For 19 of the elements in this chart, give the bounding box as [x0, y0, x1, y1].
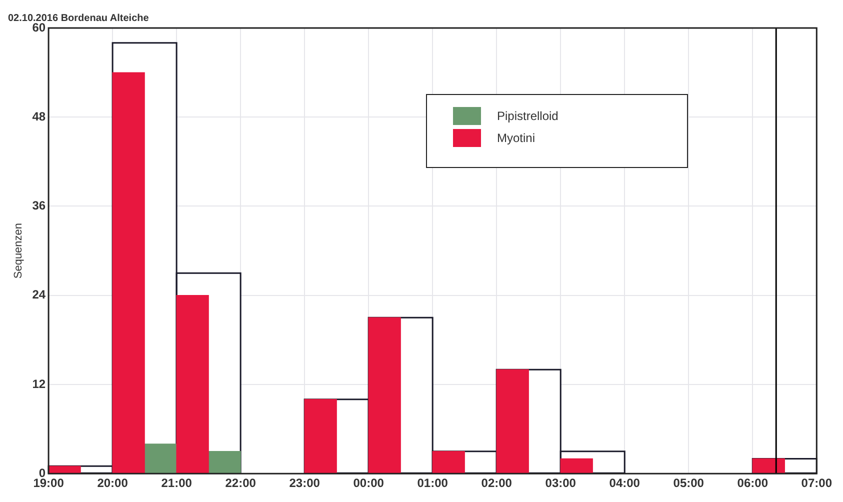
x-tick-label: 06:00	[737, 476, 768, 490]
y-tick-label: 12	[32, 376, 46, 391]
x-tick-label: 22:00	[225, 476, 256, 490]
x-tick-label: 00:00	[353, 476, 384, 490]
y-tick-label: 36	[32, 198, 46, 213]
x-tick-label: 01:00	[417, 476, 448, 490]
x-tick-label: 02:00	[481, 476, 512, 490]
x-tick-label: 04:00	[609, 476, 640, 490]
legend-label: Myotini	[497, 131, 536, 145]
x-tick-label: 05:00	[673, 476, 704, 490]
legend-label: Pipistrelloid	[497, 109, 558, 123]
y-tick-label: 48	[32, 109, 46, 124]
y-axis-title: Sequenzen	[12, 222, 25, 279]
x-tick-label: 23:00	[289, 476, 320, 490]
y-tick-label: 24	[32, 288, 46, 302]
x-tick-label: 07:00	[801, 476, 832, 490]
x-tick-label: 03:00	[545, 476, 576, 490]
x-tick-label: 20:00	[97, 476, 128, 490]
x-tick-label: 21:00	[161, 476, 192, 490]
